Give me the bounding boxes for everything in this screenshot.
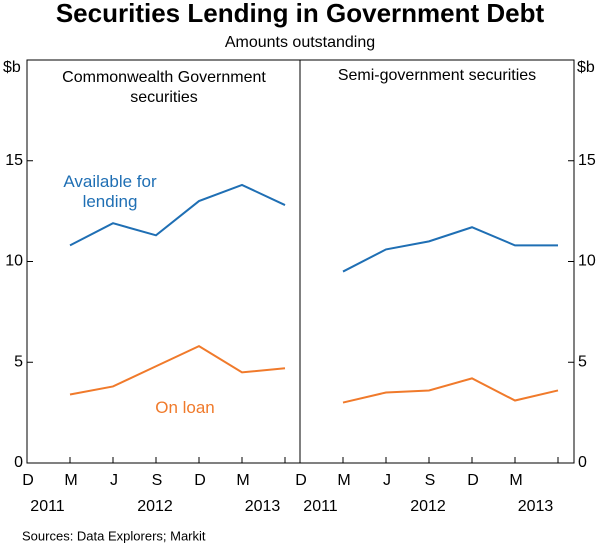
y-tick-label: 0 xyxy=(578,454,587,471)
series-line xyxy=(69,183,286,247)
source: Sources: Data Explorers; Markit xyxy=(22,528,206,543)
chart-subtitle: Amounts outstanding xyxy=(225,34,375,51)
y-tick-label: 5 xyxy=(578,353,587,370)
year-label: 2011 xyxy=(30,498,65,515)
x-tick-label: D xyxy=(295,472,307,489)
year-label: 2013 xyxy=(245,498,281,515)
year-label: 2012 xyxy=(137,498,173,515)
y-tick-label: 10 xyxy=(5,253,23,270)
y-unit: $b xyxy=(577,59,595,76)
x-tick-label: M xyxy=(64,472,77,489)
series-line xyxy=(342,377,559,404)
series-label: Available for lending xyxy=(63,172,157,211)
x-tick-label: M xyxy=(509,472,522,489)
y-tick-label: 15 xyxy=(5,152,23,169)
chart-title: Securities Lending in Government Debt xyxy=(56,0,545,28)
series-label: On loan xyxy=(155,398,215,417)
year-label: 2011 xyxy=(303,498,338,515)
series-line xyxy=(342,226,558,273)
x-tick-label: D xyxy=(22,472,34,489)
x-tick-label: M xyxy=(337,472,350,489)
y-tick-label: 5 xyxy=(14,353,23,370)
year-label: 2012 xyxy=(410,498,446,515)
x-tick-label: S xyxy=(152,472,163,489)
x-tick-label: S xyxy=(425,472,436,489)
year-label: 2013 xyxy=(518,498,554,515)
series-line xyxy=(69,344,286,396)
x-tick-label: J xyxy=(110,472,118,489)
y-tick-label: 10 xyxy=(578,253,596,270)
x-tick-label: D xyxy=(467,472,479,489)
y-tick-label: 15 xyxy=(578,152,596,169)
panel-title: Semi-government securities xyxy=(337,67,537,84)
x-tick-label: D xyxy=(194,472,206,489)
panel-title: Commonwealth Government securities xyxy=(62,69,266,106)
x-tick-label: M xyxy=(236,472,249,489)
x-tick-label: J xyxy=(383,472,391,489)
y-tick-label: 0 xyxy=(14,454,23,471)
y-unit: $b xyxy=(3,59,21,76)
